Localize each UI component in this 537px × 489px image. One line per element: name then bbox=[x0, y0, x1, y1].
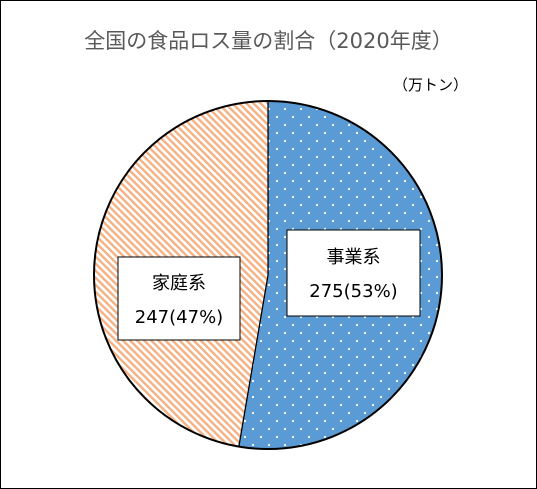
unit-label: （万トン） bbox=[392, 76, 468, 94]
data-label-value: 275(53%) bbox=[309, 281, 397, 302]
data-label-box bbox=[286, 229, 421, 317]
data-label-kateikei: 家庭系 247(47%) bbox=[117, 256, 241, 341]
chart-title: 全国の食品ロス量の割合（2020年度） bbox=[84, 29, 453, 53]
pie-outline bbox=[93, 100, 443, 450]
data-label-category: 家庭系 bbox=[152, 273, 206, 294]
data-label-jigyokei: 事業系 275(53%) bbox=[286, 229, 421, 317]
data-label-value: 247(47%) bbox=[135, 307, 223, 328]
data-label-category: 事業系 bbox=[327, 247, 381, 268]
data-label-box bbox=[117, 256, 241, 341]
